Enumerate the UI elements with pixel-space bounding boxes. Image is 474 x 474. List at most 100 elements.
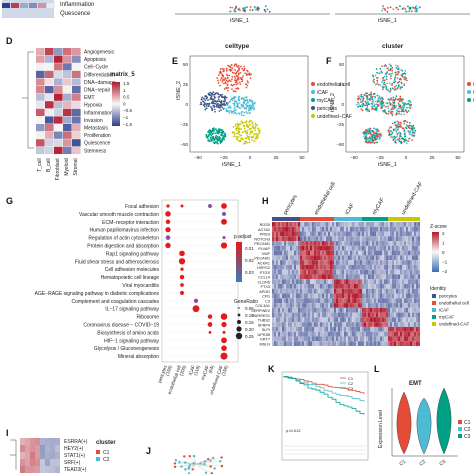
panel-h-cell [356, 274, 358, 280]
panel-h-cell [278, 236, 280, 242]
panel-h-cell [310, 288, 312, 294]
panel-h-identity-label: myCAF [439, 315, 454, 320]
panel-h-cell [390, 326, 392, 332]
panel-h-cell [310, 307, 312, 313]
panel-h-cell [410, 326, 412, 332]
panel-d-heat-cell [45, 116, 54, 124]
panel-e-point [245, 73, 248, 75]
panel-h-cell [400, 231, 402, 237]
panel-h-cell [396, 279, 398, 284]
top-scatter-point [414, 10, 417, 13]
panel-h-cell [344, 322, 346, 327]
panel-h-cell [410, 269, 412, 275]
panel-e-point [242, 75, 244, 77]
panel-h-cell [334, 298, 336, 304]
panel-h-cell [284, 298, 286, 304]
panel-d-heat-cell [63, 116, 72, 124]
panel-h-cell [332, 307, 334, 313]
panel-h-cell [324, 303, 326, 308]
panel-h-cell [360, 264, 362, 270]
panel-h-cell [364, 236, 366, 242]
panel-f-point [408, 106, 411, 109]
panel-e-point [231, 88, 233, 90]
panel-h-cell [300, 264, 302, 270]
panel-h-cell [342, 255, 344, 261]
panel-h-cell [352, 236, 354, 242]
panel-f-point [372, 99, 375, 102]
panel-h-cell [340, 331, 342, 337]
panel-h-cell [416, 264, 418, 270]
panel-g-dot [179, 290, 185, 295]
panel-h-cell [294, 241, 296, 246]
panel-e-point [223, 107, 226, 110]
panel-h-cell [282, 250, 284, 256]
panel-h-cell [320, 312, 322, 318]
panel-h-cell [398, 279, 400, 284]
panel-h-cell [344, 241, 346, 246]
panel-h-cell [290, 317, 292, 323]
panel-h-cell [374, 322, 376, 327]
panel-d-heat-cell [63, 63, 72, 71]
panel-h-cell [296, 317, 298, 323]
panel-h-cell [294, 317, 296, 323]
panel-h-cell [314, 245, 316, 251]
panel-h-cell [272, 293, 274, 299]
panel-h-cell [372, 293, 374, 299]
panel-h-cell [406, 331, 408, 337]
panel-h-cell [354, 317, 356, 323]
panel-h-cell [312, 264, 314, 270]
panel-h-cell [384, 326, 386, 332]
panel-h-cell [284, 279, 286, 284]
panel-h-cell [352, 250, 354, 256]
panel-h-cell [280, 231, 282, 237]
panel-i-cell [30, 466, 35, 473]
panel-h-cell [372, 236, 374, 242]
top-scatter-point [235, 5, 238, 8]
panel-h-cell [408, 293, 410, 299]
panel-h-cell [344, 336, 346, 342]
panel-e-point [237, 135, 240, 138]
panel-e-point [219, 79, 222, 81]
panel-h-cell [304, 231, 306, 237]
panel-h-cell [274, 298, 276, 304]
panel-h-cell [414, 274, 416, 280]
panel-h-cell [334, 231, 336, 237]
panel-e-point [233, 102, 236, 105]
panel-h-cell [362, 322, 364, 327]
panel-h-cell [382, 241, 384, 246]
panel-h-cell [358, 312, 360, 318]
panel-i-cell [30, 445, 35, 452]
panel-f-point [368, 108, 370, 111]
panel-h-cell [314, 298, 316, 304]
panel-h-cell [312, 298, 314, 304]
panel-g-pathway-label: Vascular smooth muscle contraction [79, 212, 159, 218]
panel-h-cell [278, 322, 280, 327]
panel-h-cell [414, 307, 416, 313]
panel-h-cell [334, 284, 336, 289]
panel-h-cell [292, 236, 294, 242]
panel-e-point [236, 137, 239, 140]
panel-g-pathway-label: Glycolysis / Gluconeogenesis [94, 346, 160, 352]
panel-h-cell [284, 241, 286, 246]
panel-e-point [221, 130, 224, 132]
panel-h-cell [294, 298, 296, 304]
panel-h-cell [370, 307, 372, 313]
panel-h-cell [310, 245, 312, 251]
panel-h-cell [336, 298, 338, 304]
panel-j-node [209, 465, 212, 468]
panel-h-cell [376, 303, 378, 308]
panel-h-cell [292, 255, 294, 261]
panel-f-point [411, 139, 413, 141]
panel-h-cell [280, 307, 282, 313]
panel-h-cell [282, 236, 284, 242]
panel-f-point [407, 100, 410, 103]
panel-f-point [402, 104, 405, 107]
panel-h-cell [324, 284, 326, 289]
panel-h-cell [374, 288, 376, 294]
panel-l-legend-label: C3 [464, 434, 471, 440]
panel-f-point [400, 69, 403, 71]
panel-h-cell [296, 226, 298, 232]
panel-h-cell [302, 317, 304, 323]
panel-h-cell [278, 245, 280, 251]
panel-h-cell [320, 341, 322, 346]
